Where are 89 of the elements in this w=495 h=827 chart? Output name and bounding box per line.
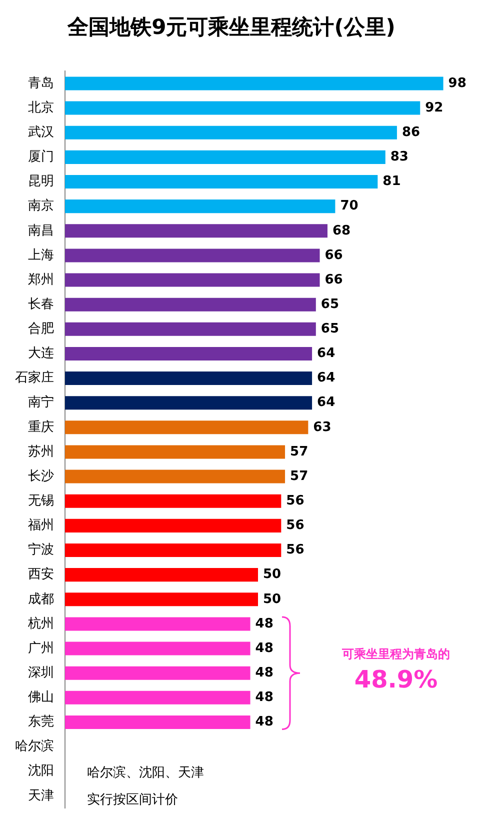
data-label: 63: [313, 420, 332, 435]
y-tick-label: 北京: [28, 100, 54, 116]
y-tick-label: 昆明: [28, 174, 54, 190]
bar: [65, 150, 386, 164]
bar: [65, 224, 328, 238]
data-label: 57: [290, 468, 308, 484]
data-label: 48: [255, 640, 274, 656]
bar: [65, 420, 308, 434]
bar: [65, 372, 312, 386]
y-tick-label: 哈尔滨: [15, 738, 54, 754]
y-tick-label: 武汉: [28, 124, 54, 140]
data-label: 48: [255, 690, 274, 706]
y-tick-label: 长春: [28, 296, 54, 312]
y-tick-label: 厦门: [28, 148, 54, 165]
y-tick-label: 南京: [28, 198, 54, 214]
y-tick-label: 郑州: [28, 272, 54, 288]
chart-title: 全国地铁9元可乘坐里程统计(公里): [66, 15, 396, 40]
bar: [65, 518, 282, 532]
bar: [65, 592, 258, 606]
y-tick-label: 南昌: [28, 223, 54, 238]
data-label: 81: [382, 174, 401, 190]
bar: [65, 396, 312, 410]
bar: [65, 101, 420, 115]
y-tick-label: 沈阳: [28, 764, 54, 779]
data-label: 48: [255, 665, 274, 680]
bar: [65, 617, 250, 631]
data-label: 56: [286, 518, 304, 534]
bar: [65, 715, 250, 729]
data-label: 50: [263, 592, 282, 607]
data-label: 64: [317, 370, 336, 386]
y-tick-label: 西安: [28, 566, 54, 582]
y-tick-label: 石家庄: [15, 370, 54, 386]
bar: [65, 543, 282, 558]
bar: [65, 200, 336, 214]
y-tick-label: 合肥: [28, 322, 54, 337]
bar: [65, 248, 320, 262]
bar: [65, 273, 320, 287]
data-label: 65: [320, 322, 339, 337]
data-label: 98: [448, 76, 466, 91]
data-label: 64: [317, 346, 336, 362]
y-tick-label: 宁波: [28, 542, 54, 558]
data-label: 70: [340, 198, 358, 214]
annotation: 哈尔滨、沈阳、天津: [87, 764, 204, 781]
data-label: 68: [332, 223, 351, 238]
y-tick-label: 东莞: [28, 714, 54, 730]
bar: [65, 126, 397, 140]
data-label: 56: [286, 493, 304, 508]
bar: [65, 494, 282, 508]
y-tick-label: 重庆: [28, 420, 54, 435]
bar: [65, 642, 250, 656]
annotation: 可乘坐里程为青岛的: [341, 647, 450, 662]
data-label: 66: [324, 248, 343, 263]
y-tick-label: 无锡: [28, 493, 54, 508]
data-label: 65: [320, 296, 339, 312]
data-label: 48: [255, 714, 274, 730]
bar: [65, 322, 316, 336]
y-tick-label: 南宁: [28, 394, 54, 410]
y-tick-label: 长沙: [28, 468, 54, 484]
bar: [65, 174, 378, 189]
bar: [65, 568, 258, 582]
data-label: 57: [290, 444, 308, 460]
data-label: 48: [255, 616, 274, 632]
data-label: 86: [402, 124, 420, 140]
y-tick-label: 苏州: [28, 444, 54, 460]
y-tick-label: 大连: [28, 346, 54, 362]
annotation: 48.9%: [354, 665, 438, 694]
bar: [65, 666, 250, 680]
bar: [65, 445, 286, 459]
annotation: 实行按区间计价: [87, 792, 178, 808]
y-tick-label: 天津: [28, 788, 54, 804]
y-tick-label: 深圳: [28, 665, 54, 680]
y-tick-label: 上海: [28, 248, 54, 263]
y-tick-label: 杭州: [27, 616, 54, 632]
y-tick-label: 佛山: [28, 690, 54, 706]
bar: [65, 298, 316, 312]
bar: [65, 690, 250, 704]
y-tick-label: 成都: [28, 592, 54, 607]
data-label: 64: [317, 395, 336, 410]
data-label: 92: [425, 100, 444, 116]
data-label: 83: [390, 150, 408, 165]
data-label: 56: [286, 542, 304, 558]
data-label: 50: [263, 567, 282, 582]
y-tick-label: 青岛: [28, 76, 54, 91]
bar: [65, 346, 312, 360]
bar: [65, 470, 286, 484]
y-tick-label: 广州: [28, 640, 54, 656]
y-tick-label: 福州: [28, 518, 54, 534]
data-label: 66: [324, 272, 343, 288]
bar: [65, 76, 444, 90]
